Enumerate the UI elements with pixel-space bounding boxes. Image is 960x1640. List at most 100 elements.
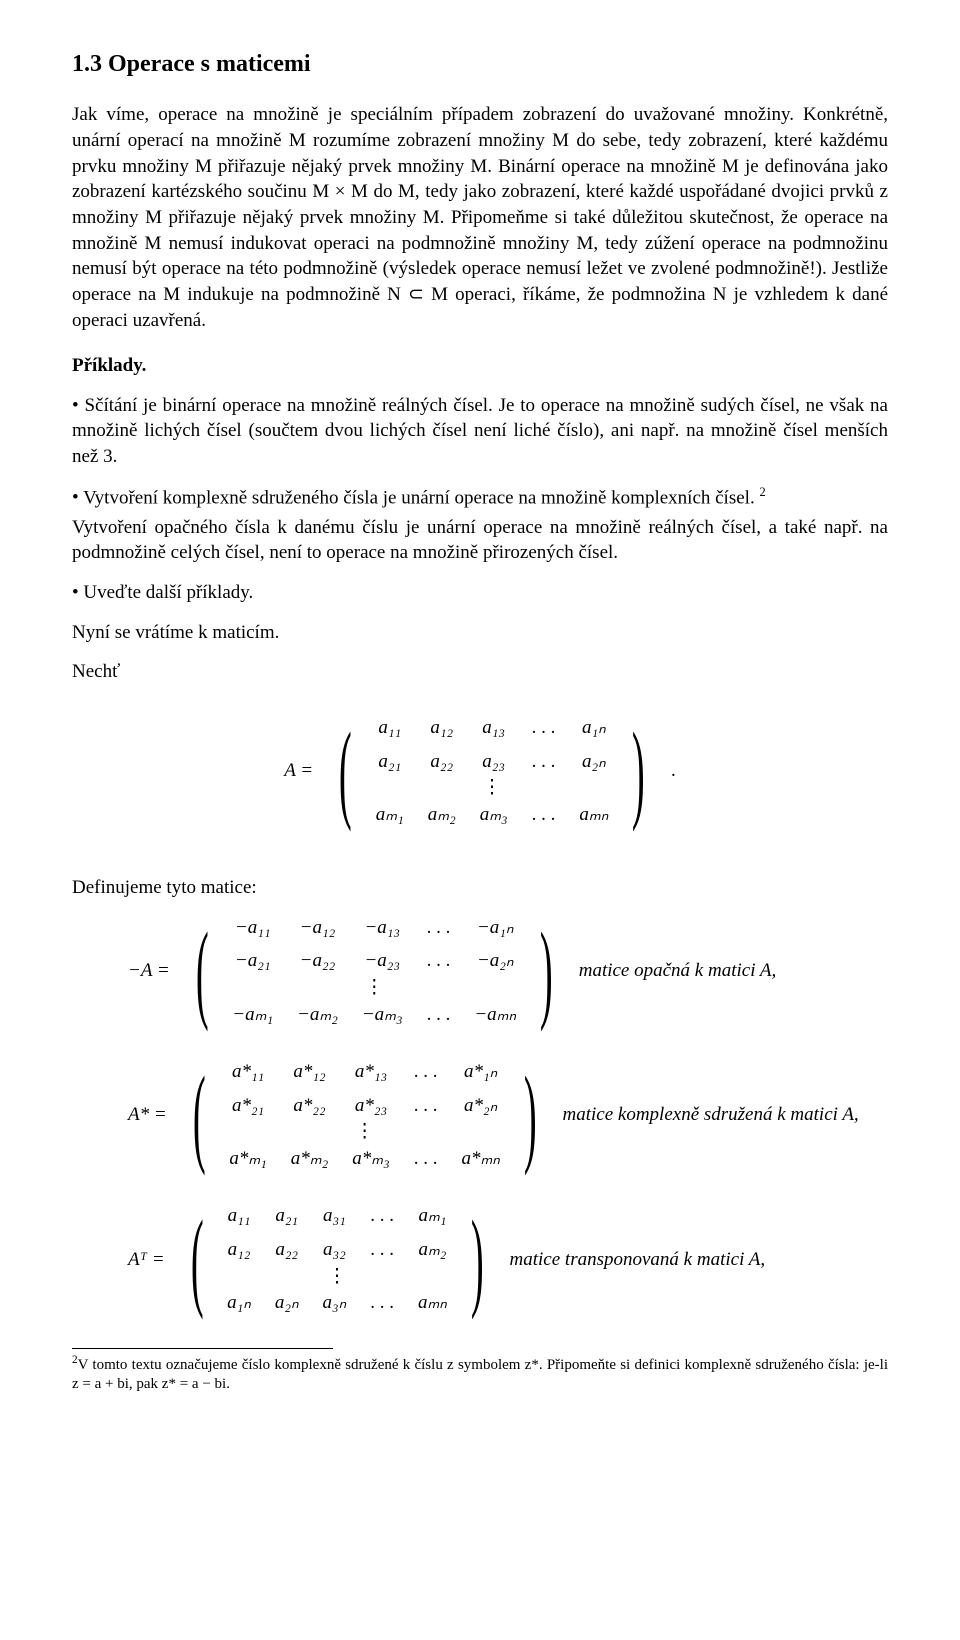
cell: . . . — [415, 998, 463, 1032]
cell: a₂₂ — [263, 1233, 311, 1267]
cell: a₁₁ — [215, 1199, 263, 1233]
cell: −a₁₂ — [285, 911, 350, 945]
matrix-A: ( a₁₁a₁₂a₁₃. . .a₁ₙ a₂₁a₂₂a₂₃. . .a₂ₙ ⋮ … — [327, 711, 657, 831]
lhs-Astar: A* = — [128, 1102, 167, 1128]
cell: a₃₁ — [311, 1199, 359, 1233]
footnote-rule — [72, 1348, 333, 1349]
cell: −a₂₁ — [220, 944, 285, 978]
cell: a*₁ₙ — [449, 1055, 511, 1089]
cell: a₂₂ — [416, 745, 468, 779]
cell: a₁₂ — [416, 711, 468, 745]
cell: a₂₃ — [468, 745, 520, 779]
vdots: ⋮ — [364, 778, 621, 797]
cell: −aₘ₃ — [350, 998, 415, 1032]
cell: . . . — [520, 798, 568, 832]
right-paren-icon: ) — [471, 1199, 484, 1319]
matrix-conj: ( a*₁₁a*₁₂a*₁₃. . .a*₁ₙ a*₂₁a*₂₂a*₂₃. . … — [181, 1055, 549, 1175]
right-paren-icon: ) — [632, 711, 645, 831]
cell: −a₂₂ — [285, 944, 350, 978]
cell: . . . — [402, 1055, 450, 1089]
example-2a-text: Vytvoření komplexně sdruženého čísla je … — [83, 487, 759, 508]
intro-paragraph: Jak víme, operace na množině je speciáln… — [72, 102, 888, 333]
right-paren-icon: ) — [524, 1055, 537, 1175]
lhs-AT: Aᵀ = — [128, 1247, 165, 1273]
cell: a*₁₁ — [217, 1055, 278, 1089]
cell: a₂₁ — [364, 745, 416, 779]
cell: a₁ₙ — [567, 711, 620, 745]
matrix-conj-row: A* = ( a*₁₁a*₁₂a*₁₃. . .a*₁ₙ a*₂₁a*₂₂a*₂… — [128, 1055, 888, 1175]
cell: −a₁₁ — [220, 911, 285, 945]
cell: a*ₘ₂ — [279, 1142, 340, 1176]
cell: −aₘ₁ — [220, 998, 285, 1032]
cell: a*ₘₙ — [449, 1142, 511, 1176]
cell: a₂ₙ — [263, 1286, 311, 1320]
matrix-neg-row: −A = ( −a₁₁−a₁₂−a₁₃. . .−a₁ₙ −a₂₁−a₂₂−a₂… — [128, 911, 888, 1031]
example-2a: Vytvoření komplexně sdruženého čísla je … — [72, 484, 888, 511]
footnote-2: 2V tomto textu označujeme číslo komplexn… — [72, 1353, 888, 1395]
label-conj: matice komplexně sdružená k matici A, — [563, 1102, 889, 1128]
example-3: Uveďte další příklady. — [72, 580, 888, 606]
section-heading: 1.3 Operace s maticemi — [72, 48, 888, 80]
back-to-matrices: Nyní se vrátíme k maticím. — [72, 620, 888, 646]
matrix-trans: ( a₁₁a₂₁a₃₁. . .aₘ₁ a₁₂a₂₂a₃₂. . .aₘ₂ ⋮ … — [179, 1199, 496, 1319]
cell: a*₁₃ — [340, 1055, 401, 1089]
footnote-ref-2: 2 — [759, 485, 765, 499]
matrix-A-definition: A = ( a₁₁a₁₂a₁₃. . .a₁ₙ a₂₁a₂₂a₂₃. . .a₂… — [72, 701, 888, 855]
cell: a*ₘ₃ — [340, 1142, 401, 1176]
left-paren-icon: ( — [190, 1199, 203, 1319]
cell: . . . — [358, 1286, 406, 1320]
cell: a₃ₙ — [311, 1286, 359, 1320]
lhs-A: A = — [284, 758, 313, 784]
example-1: Sčítání je binární operace na množině re… — [72, 393, 888, 470]
cell: . . . — [520, 745, 568, 779]
cell: a₂ₙ — [567, 745, 620, 779]
cell: a*₂₂ — [279, 1089, 340, 1123]
cell: a₃₂ — [311, 1233, 359, 1267]
cell: a₁₃ — [468, 711, 520, 745]
cell: . . . — [415, 911, 463, 945]
label-trans: matice transponovaná k matici A, — [510, 1247, 888, 1273]
cell: a*ₘ₁ — [217, 1142, 278, 1176]
cell: −a₁₃ — [350, 911, 415, 945]
define-label: Definujeme tyto matice: — [72, 875, 888, 901]
cell: aₘₙ — [406, 1286, 459, 1320]
cell: . . . — [415, 944, 463, 978]
vdots: ⋮ — [215, 1267, 459, 1286]
cell: −a₁ₙ — [462, 911, 528, 945]
cell: . . . — [358, 1233, 406, 1267]
period: . — [671, 758, 676, 784]
matrix-neg: ( −a₁₁−a₁₂−a₁₃. . .−a₁ₙ −a₂₁−a₂₂−a₂₃. . … — [184, 911, 565, 1031]
vdots: ⋮ — [217, 1122, 512, 1141]
cell: a₂₁ — [263, 1199, 311, 1233]
example-2b: Vytvoření opačného čísla k danému číslu … — [72, 515, 888, 566]
cell: . . . — [520, 711, 568, 745]
cell: a*₂ₙ — [449, 1089, 511, 1123]
cell: aₘₙ — [567, 798, 620, 832]
right-paren-icon: ) — [540, 911, 553, 1031]
cell: . . . — [402, 1089, 450, 1123]
cell: aₘ₁ — [406, 1199, 459, 1233]
cell: a₁₂ — [215, 1233, 263, 1267]
let-label: Nechť — [72, 659, 888, 685]
left-paren-icon: ( — [196, 911, 209, 1031]
matrix-trans-row: Aᵀ = ( a₁₁a₂₁a₃₁. . .aₘ₁ a₁₂a₂₂a₃₂. . .a… — [128, 1199, 888, 1319]
cell: aₘ₃ — [468, 798, 520, 832]
cell: a₁₁ — [364, 711, 416, 745]
label-neg: matice opačná k matici A, — [579, 958, 888, 984]
left-paren-icon: ( — [339, 711, 352, 831]
vdots: ⋮ — [220, 978, 528, 997]
cell: aₘ₂ — [406, 1233, 459, 1267]
cell: . . . — [358, 1199, 406, 1233]
cell: . . . — [402, 1142, 450, 1176]
cell: −aₘ₂ — [285, 998, 350, 1032]
cell: −a₂₃ — [350, 944, 415, 978]
cell: a*₁₂ — [279, 1055, 340, 1089]
cell: a₁ₙ — [215, 1286, 263, 1320]
cell: a*₂₁ — [217, 1089, 278, 1123]
cell: a*₂₃ — [340, 1089, 401, 1123]
examples-heading: Příklady. — [72, 353, 888, 379]
cell: aₘ₂ — [416, 798, 468, 832]
cell: −aₘₙ — [462, 998, 528, 1032]
cell: aₘ₁ — [364, 798, 416, 832]
lhs-minusA: −A = — [128, 958, 170, 984]
